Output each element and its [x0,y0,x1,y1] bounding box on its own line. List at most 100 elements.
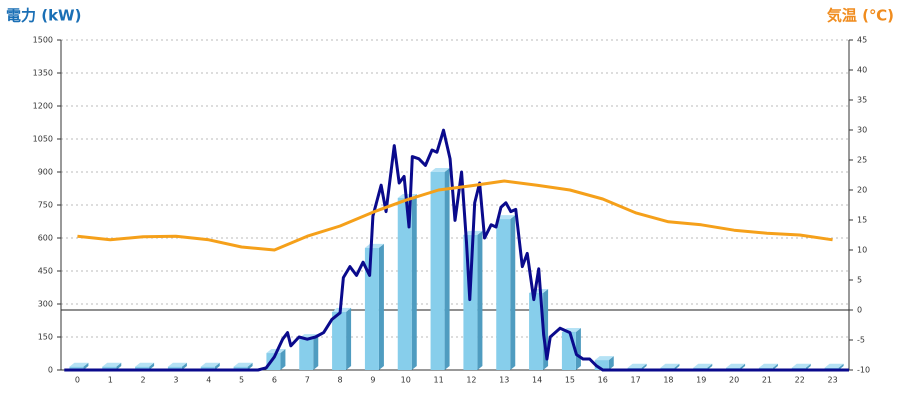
y-tick-label: 150 [38,333,53,342]
x-tick-label: 4 [206,376,211,385]
x-tick-label: 14 [532,376,542,385]
x-tick-label: 11 [433,376,443,385]
y2-title: 気温 (℃) [827,7,894,25]
bar [397,197,412,370]
bar-side [247,362,253,370]
x-tick-label: 23 [827,376,837,385]
x-tick-label: 8 [338,376,343,385]
bar-side [674,363,680,370]
y2-tick-label: 40 [857,66,867,75]
bar [332,311,347,370]
chart-title: 電力 (kW) [6,7,81,25]
bar [69,366,84,370]
bar-top [594,356,614,361]
bar-top [496,215,516,220]
bar [102,366,117,370]
y-tick-label: 900 [38,168,53,177]
bar [200,366,215,370]
bar-side [280,349,286,370]
bar-top [660,363,680,368]
bar [430,172,445,370]
bar-side [411,193,417,370]
bar-side [510,215,516,370]
bar-side [378,243,384,370]
x-tick-label: 9 [370,376,375,385]
bar-side [575,327,581,370]
x-tick-label: 18 [663,376,673,385]
bar-top [364,243,384,248]
bar-side [477,230,483,370]
bar-side [149,362,155,370]
bar-top [200,362,220,367]
y-tick-label: 600 [38,234,53,243]
bar [529,293,544,370]
bar-side [838,363,844,370]
bar-top [824,363,844,368]
bar [167,366,182,370]
y-tick-label: 1500 [33,36,53,45]
bar [463,234,478,370]
bar-top [430,168,450,172]
bar-top [102,362,122,367]
x-tick-label: 7 [305,376,310,385]
bar-side [346,307,352,370]
bar-side [116,362,122,370]
temperature-line [77,179,833,252]
y-tick-label: 300 [38,300,53,309]
bar [266,353,281,370]
bar-top [693,363,713,368]
bar-side [608,356,614,370]
bar-side [181,362,187,370]
x-tick-label: 21 [762,376,772,385]
x-tick-label: 6 [272,376,277,385]
x-tick-label: 19 [696,376,706,385]
x-tick-label: 1 [108,376,113,385]
y2-tick-label: 35 [857,96,867,105]
bar-side [641,363,647,370]
x-tick-label: 13 [499,376,509,385]
x-tick-label: 16 [598,376,608,385]
bar [561,331,576,370]
y2-tick-label: 25 [857,156,867,165]
bar-top [69,362,89,367]
y-tick-label: 1050 [33,135,53,144]
x-tick-label: 10 [401,376,411,385]
bar-top [135,362,155,367]
bar-top [726,363,746,368]
x-tick-label: 5 [239,376,244,385]
bar-side [805,363,811,370]
x-tick-label: 17 [630,376,640,385]
y2-tick-label: 10 [857,246,867,255]
bar-side [772,363,778,370]
y2-tick-label: 30 [857,126,867,135]
bar-side [707,363,713,370]
y2-tick-label: -10 [857,366,870,375]
x-tick-label: 22 [795,376,805,385]
bar-top [627,363,647,368]
y2-tick-label: -5 [857,336,865,345]
bar-side [214,362,220,370]
bar [233,366,248,370]
y2-tick-label: 0 [857,306,862,315]
x-tick-label: 0 [75,376,80,385]
x-tick-label: 3 [173,376,178,385]
x-tick-label: 2 [141,376,146,385]
bar-side [83,362,89,370]
y2-tick-label: 5 [857,276,862,285]
x-tick-label: 12 [466,376,476,385]
power-line [64,128,849,372]
bar [594,360,609,370]
y-tick-label: 450 [38,267,53,276]
bar-top [233,362,253,367]
bar [496,219,511,370]
bar-top [791,363,811,368]
bar-side [444,168,450,370]
y2-tick-label: 20 [857,186,867,195]
bar-side [313,334,319,370]
bar-top [167,362,187,367]
y2-tick-label: 15 [857,216,867,225]
x-tick-label: 20 [729,376,739,385]
bar [135,366,150,370]
y-tick-label: 1200 [33,102,53,111]
bar-side [740,363,746,370]
